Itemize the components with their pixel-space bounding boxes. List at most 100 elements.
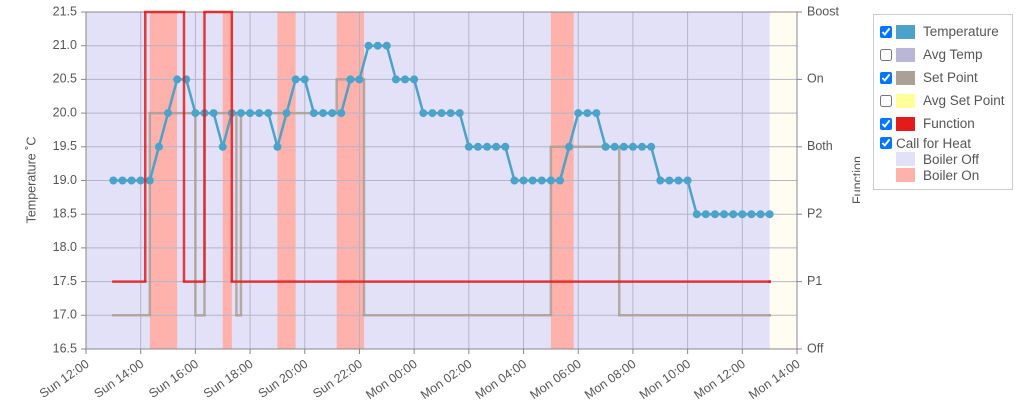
legend-checkbox[interactable]	[880, 48, 892, 61]
x-tick-label: Mon 02:00	[418, 357, 474, 402]
y-tick-label: 20.5	[53, 72, 77, 86]
legend-checkbox[interactable]	[880, 137, 892, 149]
point	[364, 41, 373, 50]
x-tick-label: Mon 08:00	[582, 357, 638, 402]
point	[483, 142, 492, 151]
point	[464, 142, 473, 151]
point	[656, 176, 665, 185]
point	[328, 109, 337, 118]
y-tick-label: 17.0	[53, 308, 77, 322]
point	[628, 142, 637, 151]
legend-label: Avg Set Point	[923, 93, 1005, 108]
legend-item: Call for Heat	[878, 135, 1008, 151]
legend-label: Temperature	[923, 24, 999, 39]
x-tick-label: Mon 04:00	[473, 357, 529, 402]
legend-item: Temperature	[878, 20, 1008, 43]
legend-swatch	[896, 152, 915, 166]
point	[546, 176, 555, 185]
y-tick-label: 21.0	[53, 38, 77, 52]
point	[391, 75, 400, 84]
legend-swatch	[896, 47, 915, 62]
point	[565, 142, 574, 151]
point	[382, 41, 391, 50]
point	[492, 142, 501, 151]
point	[291, 75, 300, 84]
x-tick-label: Mon 12:00	[691, 357, 747, 402]
point	[638, 142, 647, 151]
point	[173, 75, 182, 84]
y-tick-label: 17.5	[53, 274, 77, 288]
x-tick-label: Mon 14:00	[746, 357, 802, 402]
point	[300, 75, 309, 84]
point	[154, 142, 163, 151]
y2-tick-label: Both	[807, 139, 833, 153]
point	[136, 176, 145, 185]
point	[127, 176, 136, 185]
point	[574, 109, 583, 118]
legend: Temperature Avg Temp Set Point Avg Set Poin…	[873, 14, 1013, 190]
legend-checkbox[interactable]	[880, 71, 892, 84]
x-tick-label: Mon 00:00	[363, 357, 419, 402]
plot-frame	[85, 11, 798, 350]
point	[437, 109, 446, 118]
legend-label: Function	[923, 116, 975, 131]
point	[738, 210, 747, 219]
y-axis-title: Temperature ˚C	[24, 137, 38, 224]
point	[683, 176, 692, 185]
point	[665, 176, 674, 185]
point	[592, 109, 601, 118]
point	[528, 176, 537, 185]
point	[309, 109, 318, 118]
point	[692, 210, 701, 219]
legend-swatch	[896, 116, 915, 131]
point	[218, 142, 227, 151]
point	[647, 142, 656, 151]
legend-checkbox[interactable]	[880, 25, 892, 38]
y-tick-label: 19.0	[53, 173, 77, 187]
y-tick-label: 19.5	[53, 139, 77, 153]
point	[346, 75, 355, 84]
x-tick-label: Sun 16:00	[146, 357, 201, 401]
point	[747, 210, 756, 219]
x-tick-label: Sun 20:00	[256, 357, 311, 401]
point	[729, 210, 738, 219]
x-tick-label: Mon 10:00	[637, 357, 693, 402]
x-tick-label: Mon 06:00	[527, 357, 583, 402]
legend-swatch	[896, 168, 915, 182]
legend-item: Avg Temp	[878, 43, 1008, 66]
y-tick-label: 18.5	[53, 206, 77, 220]
legend-item: Avg Set Point	[878, 89, 1008, 112]
point	[710, 210, 719, 219]
x-tick-label: Sun 18:00	[201, 357, 256, 401]
y-tick-label: 20.0	[53, 105, 77, 119]
legend-swatch	[896, 93, 915, 108]
point	[209, 109, 218, 118]
y-tick-label: 21.5	[53, 4, 77, 18]
legend-label: Boiler Off	[923, 151, 980, 167]
point	[109, 176, 118, 185]
point	[246, 109, 255, 118]
y-tick-label: 16.5	[53, 341, 77, 355]
y2-axis-title: Function	[850, 156, 860, 204]
point	[337, 109, 346, 118]
point	[610, 142, 619, 151]
point	[720, 210, 729, 219]
point	[145, 176, 154, 185]
point	[537, 176, 546, 185]
legend-item: Set Point	[878, 66, 1008, 89]
point	[455, 109, 464, 118]
point	[355, 75, 364, 84]
point	[519, 176, 528, 185]
legend-checkbox[interactable]	[880, 94, 892, 107]
point	[401, 75, 410, 84]
point	[765, 210, 774, 219]
y-tick-label: 18.0	[53, 240, 77, 254]
legend-label: Boiler On	[923, 167, 980, 183]
y2-tick-label: P1	[807, 274, 822, 288]
legend-item: Function	[878, 112, 1008, 135]
point	[501, 142, 510, 151]
point	[373, 41, 382, 50]
legend-checkbox[interactable]	[880, 117, 892, 130]
point	[583, 109, 592, 118]
